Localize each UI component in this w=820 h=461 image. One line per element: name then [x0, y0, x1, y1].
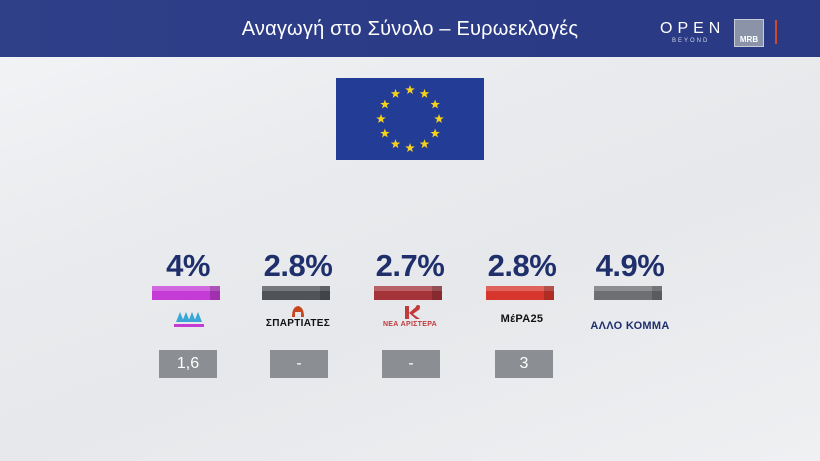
bar-end: [210, 286, 220, 300]
seat-box-nea-aristera: -: [382, 350, 440, 378]
party-bar: [152, 286, 220, 300]
bar-highlight: [262, 286, 330, 291]
spartan-helmet-icon: [292, 306, 304, 317]
seat-box-mera25: 3: [495, 350, 553, 378]
party-bar: [486, 286, 554, 300]
bar-end: [432, 286, 442, 300]
party-bar: [374, 286, 442, 300]
eu-flag-stars: [376, 85, 444, 152]
party-percentage: 4%: [166, 248, 210, 283]
party-percentage: 2.7%: [375, 248, 445, 283]
party-logo-mera25: ΜέΡΑ25: [480, 304, 564, 332]
header-bar: Αναγωγή στο Σύνολο – Ευρωεκλογές OPEN BE…: [0, 0, 820, 57]
bar-highlight: [486, 286, 554, 291]
eu-star-icon: [376, 114, 386, 123]
nea-aristera-mark-icon: [405, 305, 420, 319]
eu-star-icon: [419, 88, 430, 98]
party-allo: 4.9% ΑΛΛΟ ΚΟΜΜΑ: [588, 248, 672, 378]
bar-highlight: [374, 286, 442, 291]
party-bar-fill: [262, 286, 330, 300]
party-bar: [594, 286, 662, 300]
party-logo-text: ΝΕΑ ΑΡΙΣΤΕΡΑ: [382, 321, 438, 328]
eu-star-icon: [405, 143, 415, 152]
seat-box-voice: 1,6: [159, 350, 217, 378]
party-logo-spartiates: ΣΠΑΡΤΙΑΤΕΣ: [256, 304, 340, 332]
eu-star-icon: [380, 128, 390, 138]
party-percentage: 4.9%: [595, 248, 665, 283]
party-percentage: 2.8%: [263, 248, 333, 283]
bar-end: [320, 286, 330, 300]
mrb-logo-text: MRB: [739, 35, 759, 44]
bar-highlight: [594, 286, 662, 291]
party-bar-fill: [486, 286, 554, 300]
party-bar-fill: [594, 286, 662, 300]
eu-star-icon: [430, 128, 440, 138]
party-logo-text: ΜέΡΑ25: [500, 313, 544, 325]
voice-logo-icon: [174, 312, 204, 327]
eu-star-icon: [430, 99, 440, 109]
open-beyond-logo: BEYOND: [672, 38, 710, 44]
seat-box-spartiates: -: [270, 350, 328, 378]
eu-star-icon: [405, 85, 415, 94]
open-logo: OPEN: [660, 20, 726, 37]
party-logo-nea-aristera: ΝΕΑ ΑΡΙΣΤΕΡΑ: [368, 304, 452, 332]
party-logo-voice: [146, 304, 230, 332]
party-bar-fill: [374, 286, 442, 300]
eu-flag: [336, 78, 484, 160]
party-percentage: 2.8%: [487, 248, 557, 283]
party-logo-text: ΑΛΛΟ ΚΟΜΜΑ: [590, 320, 670, 332]
eu-star-icon: [419, 139, 430, 149]
page-title: Αναγωγή στο Σύνολο – Ευρωεκλογές: [241, 18, 579, 40]
eu-star-icon: [380, 99, 390, 109]
bar-highlight: [152, 286, 220, 291]
party-logo-allo: ΑΛΛΟ ΚΟΜΜΑ: [588, 304, 672, 332]
bar-end: [652, 286, 662, 300]
party-spartiates: 2.8% ΣΠΑΡΤΙΑΤΕΣ: [256, 248, 340, 378]
eu-star-icon: [434, 114, 444, 123]
party-nea-aristera: 2.7% ΝΕΑ ΑΡΙΣΤΕΡΑ: [368, 248, 452, 378]
brand-divider: [775, 20, 777, 44]
party-bar: [262, 286, 330, 300]
party-voice: 4%: [146, 248, 230, 378]
party-bar-fill: [152, 286, 220, 300]
party-logo-text: ΣΠΑΡΤΙΑΤΕΣ: [265, 318, 331, 329]
eu-star-icon: [390, 88, 401, 98]
mrb-logo: MRB: [734, 19, 764, 47]
party-mera25: 2.8% ΜέΡΑ25: [480, 248, 564, 378]
eu-star-icon: [390, 139, 401, 149]
bar-end: [544, 286, 554, 300]
